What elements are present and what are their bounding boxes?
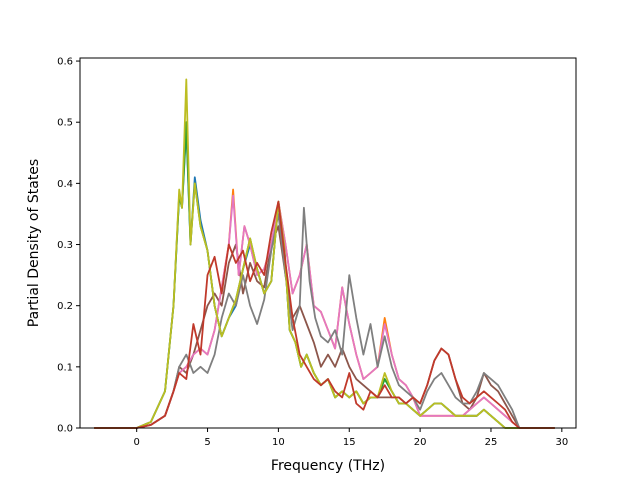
x-tick-label: 10	[272, 437, 285, 448]
y-tick-label: 0.5	[57, 118, 73, 129]
y-tick-label: 0.1	[57, 362, 73, 373]
series-line-8	[94, 200, 555, 429]
y-axis-ticks: 0.0 0.1 0.2 0.3 0.4 0.5 0.6	[57, 57, 80, 435]
y-tick-label: 0.6	[57, 57, 73, 68]
x-tick-label: 0	[133, 437, 139, 448]
y-tick-label: 0.2	[57, 301, 73, 312]
x-tick-label: 30	[555, 437, 568, 448]
y-tick-label: 0.4	[57, 179, 73, 190]
series-layer	[94, 78, 555, 429]
x-tick-label: 5	[204, 437, 210, 448]
x-tick-label: 15	[343, 437, 356, 448]
x-tick-label: 25	[485, 437, 498, 448]
y-tick-label: 0.3	[57, 240, 73, 251]
x-axis-label: Frequency (THz)	[271, 458, 385, 474]
plot-frame	[79, 57, 577, 429]
x-axis-ticks: 0 5 10 15 20 25 30	[133, 428, 568, 448]
series-line-7	[94, 78, 555, 429]
series-line-6	[94, 206, 555, 429]
y-tick-label: 0.0	[57, 424, 73, 435]
x-tick-label: 20	[414, 437, 427, 448]
y-axis-label: Partial Density of States	[26, 159, 42, 327]
